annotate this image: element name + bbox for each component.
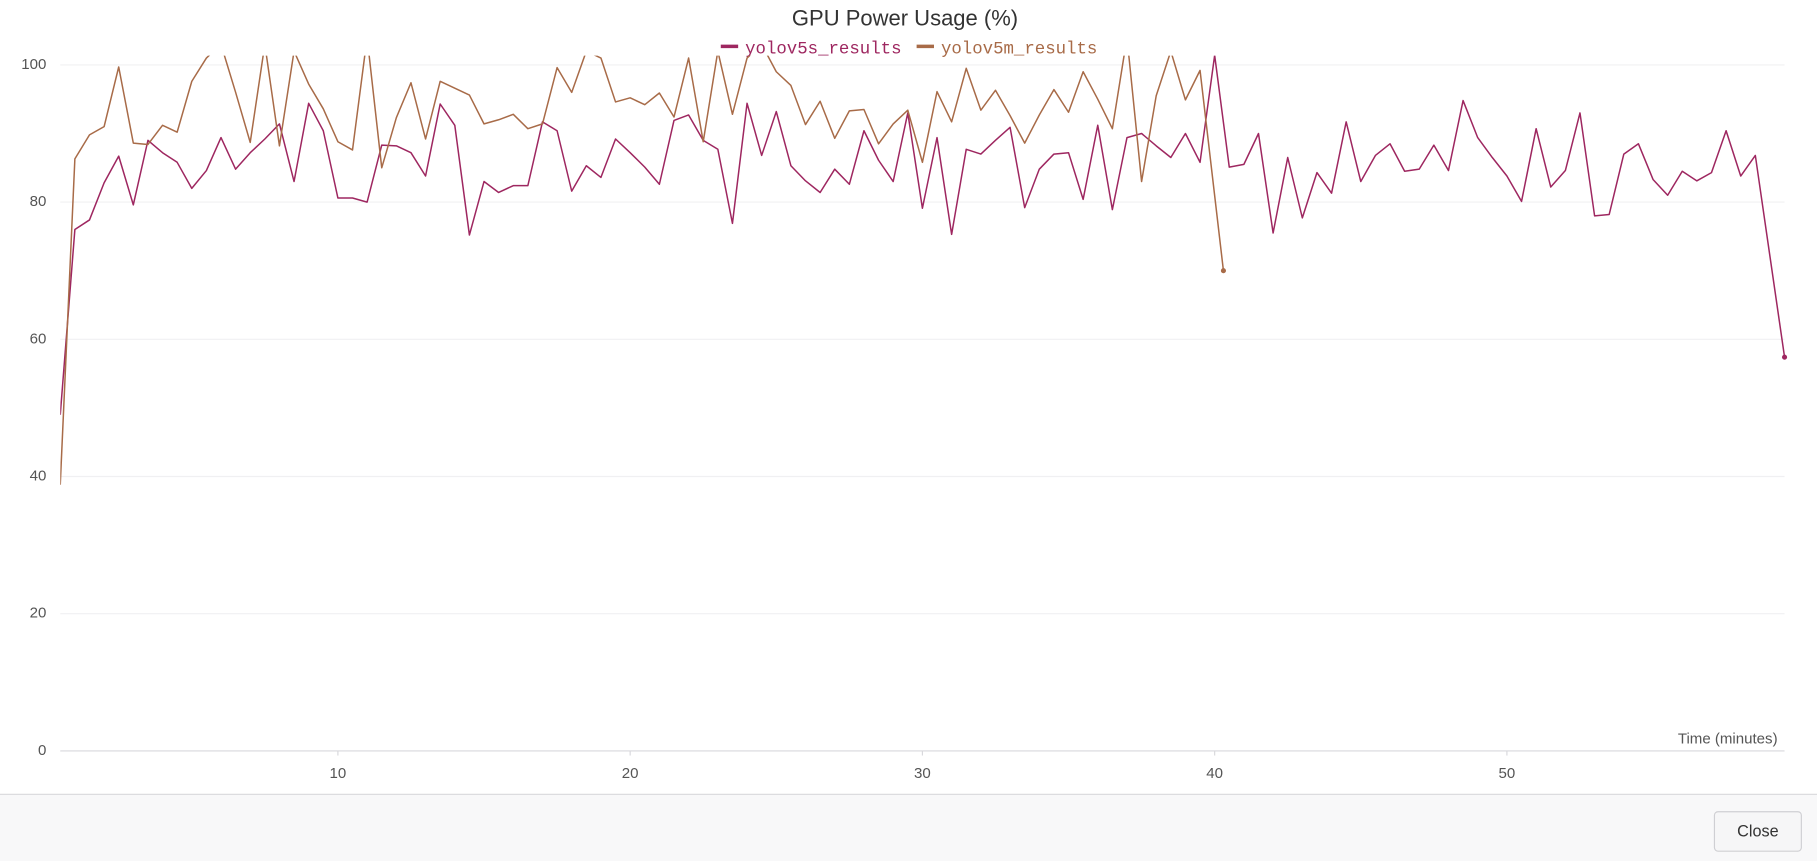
close-button[interactable]: [1713, 811, 1802, 852]
y-tick-label: 40: [30, 467, 47, 484]
y-tick-label: 60: [30, 330, 47, 347]
y-tick-label: 100: [21, 56, 46, 73]
x-tick-label: 30: [914, 765, 931, 782]
x-tick-label: 50: [1499, 765, 1516, 782]
series-end-point: [1220, 268, 1226, 274]
footer-bar: [0, 793, 1817, 861]
y-tick-label: 20: [30, 605, 47, 622]
x-tick-label: 10: [330, 765, 347, 782]
legend-label: yolov5s_results: [745, 40, 901, 59]
chart-title: GPU Power Usage (%): [792, 6, 1018, 31]
y-tick-label: 80: [30, 193, 47, 210]
legend-label: yolov5m_results: [941, 40, 1097, 59]
x-axis-label: Time (minutes): [1678, 730, 1778, 747]
plot-area: [60, 55, 1788, 485]
series-line: [60, 55, 1786, 415]
y-tick-label: 0: [38, 742, 46, 759]
close-button-label[interactable]: Close: [1737, 822, 1778, 840]
series-end-point: [1782, 354, 1788, 360]
x-tick-label: 20: [622, 765, 639, 782]
x-tick-label: 40: [1206, 765, 1223, 782]
series-line: [60, 55, 1225, 485]
